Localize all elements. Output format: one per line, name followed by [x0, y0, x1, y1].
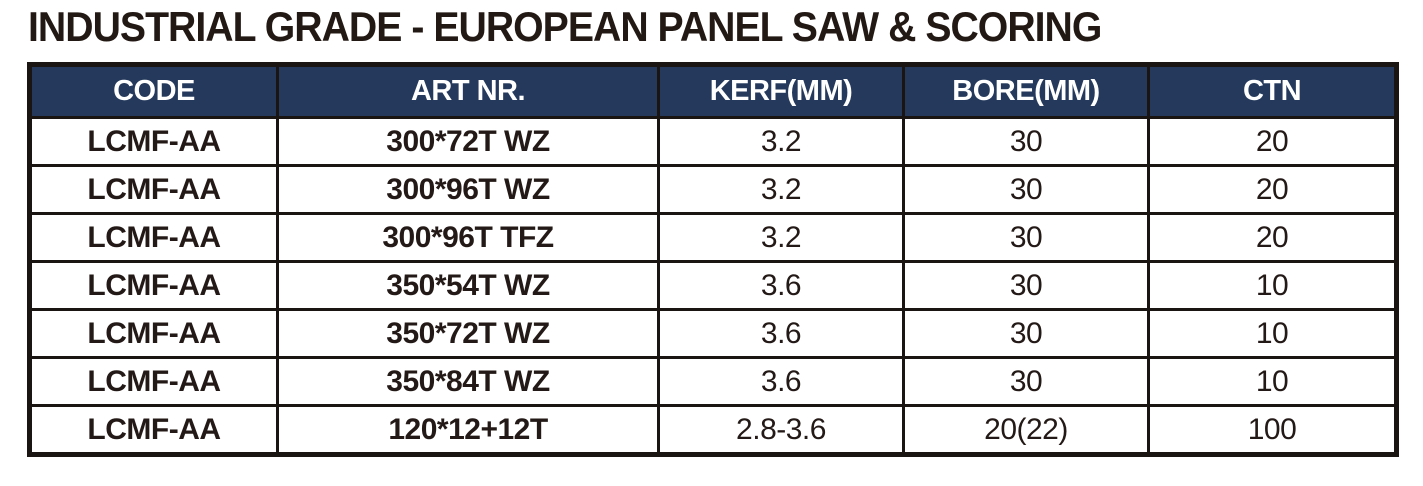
cell-kerf: 2.8-3.6 — [657, 404, 905, 456]
cell-code: LCMF-AA — [28, 260, 279, 311]
cell-art-nr: 350*84T WZ — [276, 356, 660, 407]
table-row: LCMF-AA 350*72T WZ 3.6 30 10 — [28, 308, 1398, 359]
table-row: LCMF-AA 350*54T WZ 3.6 30 10 — [28, 260, 1398, 311]
cell-bore: 30 — [902, 212, 1150, 263]
col-header-bore: BORE(MM) — [902, 63, 1150, 119]
cell-kerf: 3.2 — [657, 212, 905, 263]
cell-kerf: 3.6 — [657, 260, 905, 311]
cell-bore: 20(22) — [902, 404, 1150, 456]
cell-art-nr: 300*96T TFZ — [276, 212, 660, 263]
table-header-row: CODE ART NR. KERF(MM) BORE(MM) CTN — [28, 63, 1398, 119]
page-title: INDUSTRIAL GRADE - EUROPEAN PANEL SAW & … — [28, 4, 1102, 51]
cell-ctn: 10 — [1147, 356, 1398, 407]
col-header-kerf: KERF(MM) — [657, 63, 905, 119]
cell-ctn: 100 — [1147, 404, 1398, 456]
cell-bore: 30 — [902, 308, 1150, 359]
cell-art-nr: 300*72T WZ — [276, 116, 660, 167]
cell-ctn: 20 — [1147, 212, 1398, 263]
cell-code: LCMF-AA — [28, 212, 279, 263]
col-header-code: CODE — [28, 63, 279, 119]
cell-ctn: 10 — [1147, 308, 1398, 359]
cell-art-nr: 300*96T WZ — [276, 164, 660, 215]
cell-code: LCMF-AA — [28, 116, 279, 167]
product-spec-table: CODE ART NR. KERF(MM) BORE(MM) CTN LCMF-… — [27, 62, 1399, 457]
col-header-ctn: CTN — [1147, 63, 1398, 119]
cell-bore: 30 — [902, 116, 1150, 167]
table-row: LCMF-AA 300*96T WZ 3.2 30 20 — [28, 164, 1398, 215]
cell-code: LCMF-AA — [28, 404, 279, 456]
table-row: LCMF-AA 120*12+12T 2.8-3.6 20(22) 100 — [28, 404, 1398, 456]
cell-kerf: 3.2 — [657, 164, 905, 215]
cell-ctn: 20 — [1147, 164, 1398, 215]
cell-bore: 30 — [902, 260, 1150, 311]
cell-bore: 30 — [902, 164, 1150, 215]
cell-art-nr: 120*12+12T — [276, 404, 660, 456]
cell-ctn: 20 — [1147, 116, 1398, 167]
cell-code: LCMF-AA — [28, 356, 279, 407]
cell-kerf: 3.2 — [657, 116, 905, 167]
cell-kerf: 3.6 — [657, 308, 905, 359]
col-header-art-nr: ART NR. — [276, 63, 660, 119]
cell-art-nr: 350*72T WZ — [276, 308, 660, 359]
cell-bore: 30 — [902, 356, 1150, 407]
table-row: LCMF-AA 300*72T WZ 3.2 30 20 — [28, 116, 1398, 167]
table-row: LCMF-AA 300*96T TFZ 3.2 30 20 — [28, 212, 1398, 263]
cell-ctn: 10 — [1147, 260, 1398, 311]
table-row: LCMF-AA 350*84T WZ 3.6 30 10 — [28, 356, 1398, 407]
cell-art-nr: 350*54T WZ — [276, 260, 660, 311]
cell-code: LCMF-AA — [28, 164, 279, 215]
cell-kerf: 3.6 — [657, 356, 905, 407]
cell-code: LCMF-AA — [28, 308, 279, 359]
